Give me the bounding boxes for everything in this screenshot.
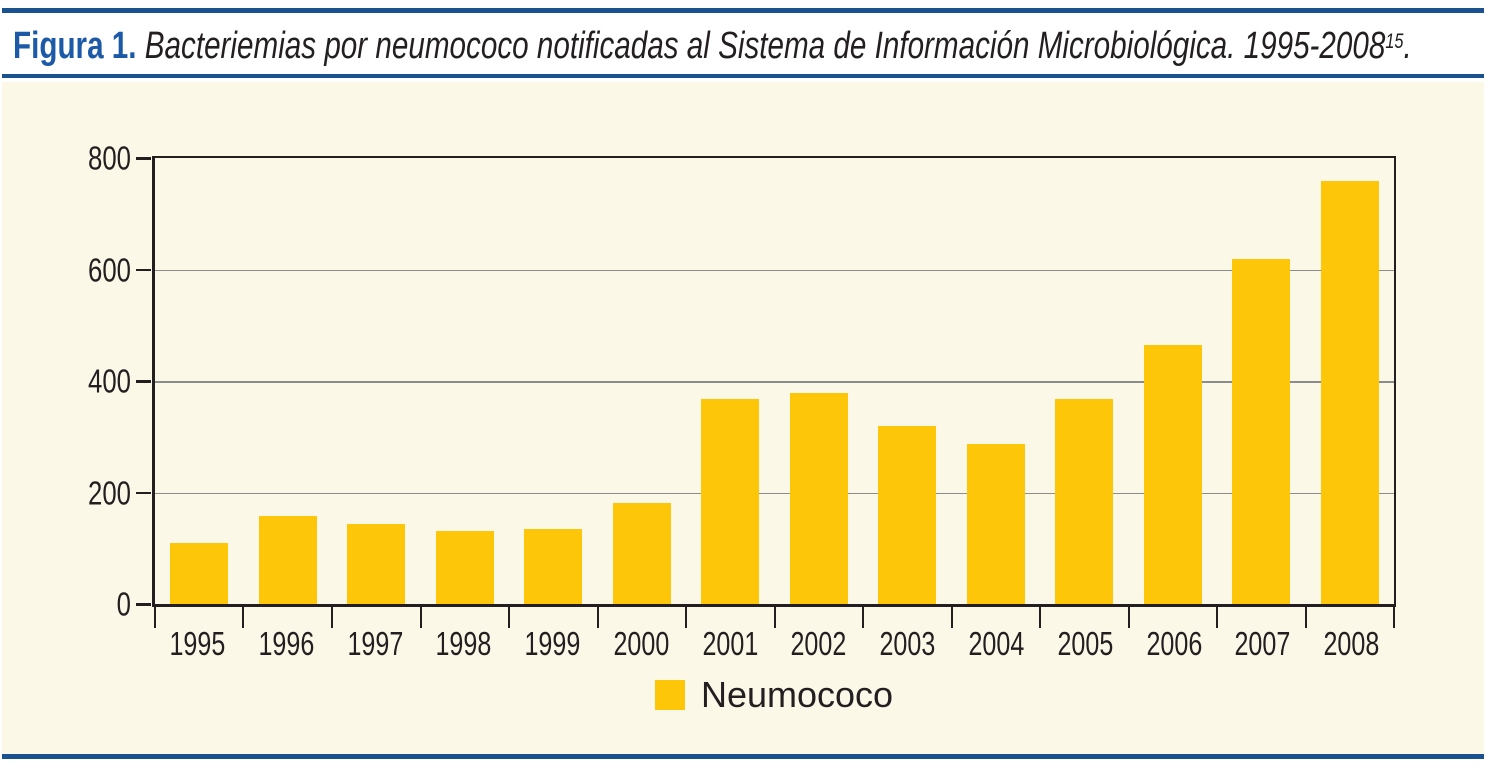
x-axis-label-2000: 2000 [613,625,670,662]
bar-slot-2006 [1129,158,1218,604]
legend-swatch-neumococo [654,680,685,710]
top-rule [2,8,1484,13]
x-axis-tick-13 [1304,607,1307,628]
bar-slot-1999 [509,158,598,604]
bar-1999 [524,529,582,604]
y-axis-label-0: 0 [116,585,131,623]
bar-2004 [966,444,1025,604]
y-axis-tick-600 [136,268,151,271]
figure-caption: Bacteriemias por neumococo notificadas a… [136,25,1386,67]
bar-2007 [1232,259,1290,604]
x-axis-tick-3 [419,607,422,628]
y-axis-label-600: 600 [88,251,131,288]
bars-row [155,158,1394,604]
bar-2000 [612,503,671,604]
x-axis-label-2008: 2008 [1323,625,1380,662]
x-axis-label-1998: 1998 [435,625,492,662]
bar-slot-2002 [775,158,864,604]
figure-label: Figura 1. [13,25,137,67]
x-axis-tick-9 [950,607,953,628]
x-axis-tick-7 [773,607,776,628]
grid-line-400 [155,381,1394,383]
y-axis-tick-200 [136,491,151,494]
x-axis-tick-4 [507,607,510,628]
bar-slot-2007 [1217,158,1306,604]
x-axis-label-2001: 2001 [702,625,758,662]
x-axis-tick-2 [330,607,333,628]
chart-legend: Neumococo [152,674,1396,715]
x-axis-tick-8 [861,607,864,628]
x-axis-label-1999: 1999 [524,625,581,662]
bar-slot-2004 [952,158,1041,604]
bar-2002 [789,392,848,604]
x-axis-label-2004: 2004 [968,625,1025,662]
bar-slot-1997 [332,158,421,604]
bar-slot-2005 [1040,158,1129,604]
bar-slot-1996 [244,158,333,604]
y-axis-tick-0 [136,603,151,606]
legend-label: Neumococo [700,674,894,715]
bar-slot-1998 [421,158,510,604]
figure-caption-superscript: 15 [1385,29,1404,53]
title-divider-rule [2,74,1484,78]
bar-1996 [258,516,317,604]
bar-1997 [347,523,405,604]
figure-caption-period: . [1403,25,1412,67]
bar-1998 [435,530,494,604]
bar-slot-2003 [863,158,952,604]
grid-line-200 [155,492,1394,494]
x-axis-tick-14 [1393,607,1395,628]
x-axis-tick-12 [1216,607,1218,628]
bar-2003 [878,425,936,604]
bar-slot-1995 [155,158,244,604]
x-axis-label-2005: 2005 [1057,625,1114,662]
x-axis-tick-0 [154,607,156,628]
x-axis-tick-1 [242,607,245,628]
x-axis-label-1995: 1995 [169,625,226,662]
bar-1995 [170,542,228,604]
x-axis-label-1997: 1997 [347,625,403,662]
x-axis-tick-5 [596,607,599,628]
bottom-rule [2,754,1484,759]
chart-panel: 0 200 400 600 800 1995 1996 1997 1998 1999 2000 200… [2,82,1484,754]
y-axis-label-400: 400 [88,362,131,400]
plot-area: 0 200 400 600 800 1995 1996 1997 1998 1999 2000 200… [88,142,1396,661]
bar-slot-2008 [1306,158,1395,604]
bar-slot-2000 [598,158,687,604]
y-axis-label-800: 800 [88,139,131,177]
y-axis-label-200: 200 [88,474,131,511]
grid-line-600 [155,269,1394,271]
bar-2005 [1055,399,1113,604]
y-axis-tick-400 [136,380,151,383]
x-axis-label-2006: 2006 [1146,625,1202,662]
bar-2006 [1143,344,1202,604]
bar-slot-2001 [686,158,775,604]
bar-2008 [1320,181,1379,604]
x-axis-label-1996: 1996 [258,625,315,662]
x-axis-tick-6 [685,607,687,628]
x-axis-tick-11 [1127,607,1130,628]
x-axis-label-2002: 2002 [790,625,847,662]
figure-title: Figura 1. Bacteriemias por neumococo not… [13,24,1412,74]
x-axis-labels: 1995 1996 1997 1998 1999 2000 2001 2002 2003 2004… [153,627,1396,661]
x-axis-tick-10 [1039,607,1041,628]
y-axis-tick-800 [136,157,151,160]
bar-2001 [701,399,759,604]
x-axis-label-2007: 2007 [1234,625,1291,662]
x-axis-label-2003: 2003 [879,625,936,662]
